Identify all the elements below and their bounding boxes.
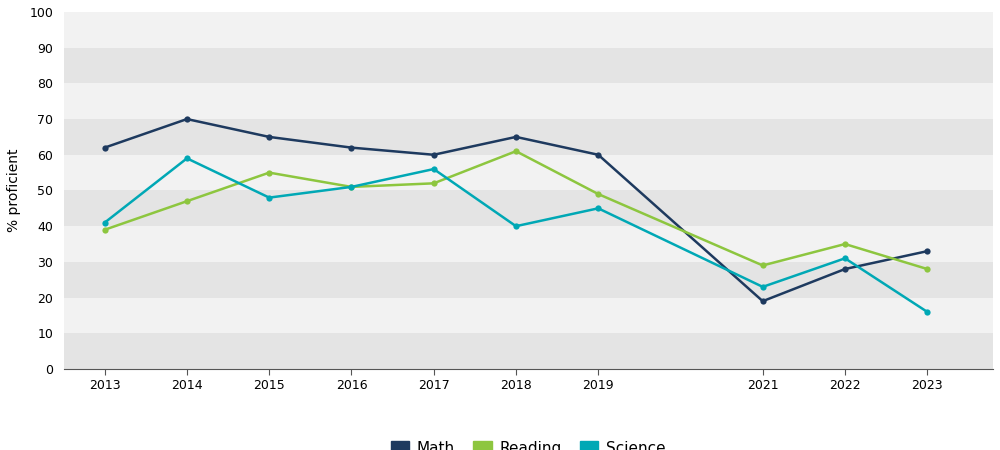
Bar — [64, 190, 993, 226]
Bar — [64, 226, 993, 262]
Bar — [64, 48, 993, 83]
Bar — [64, 262, 993, 297]
Bar — [64, 12, 993, 48]
Bar — [64, 119, 993, 155]
Bar — [64, 83, 993, 119]
Y-axis label: % proficient: % proficient — [7, 148, 21, 232]
Bar — [64, 155, 993, 190]
Bar — [64, 297, 993, 333]
Bar — [64, 333, 993, 369]
Legend: Math, Reading, Science: Math, Reading, Science — [383, 434, 673, 450]
